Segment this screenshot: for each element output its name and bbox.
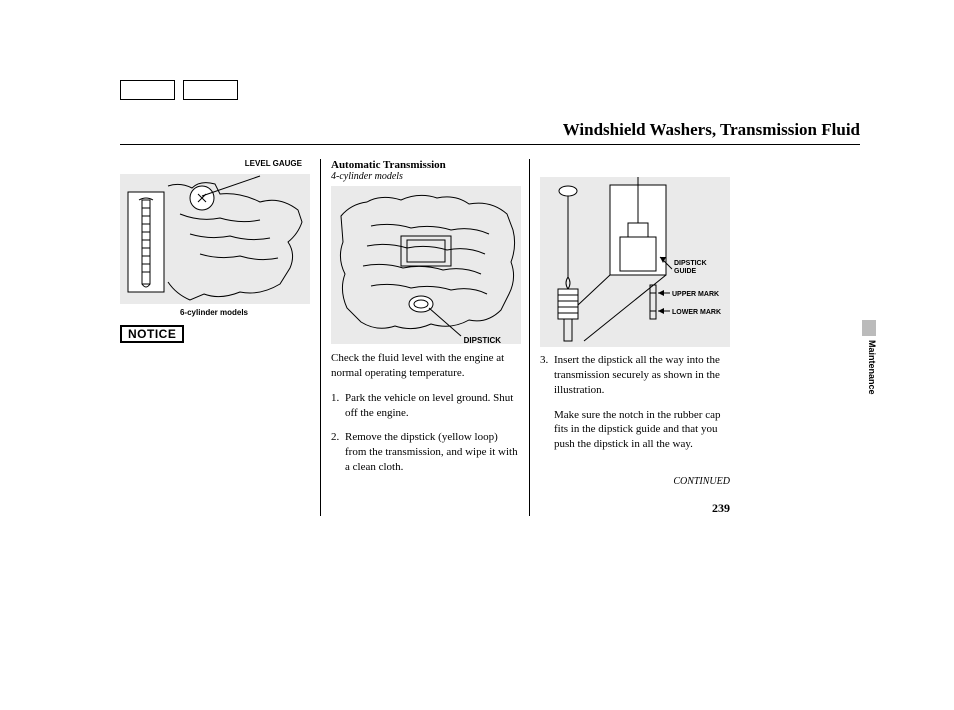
col2-steps: 1. Park the vehicle on level ground. Shu… — [331, 391, 519, 475]
section-tab — [862, 320, 876, 336]
column-2: Automatic Transmission 4-cylinder models… — [320, 159, 530, 516]
step-2: 2. Remove the dipstick (yellow loop) fro… — [331, 430, 519, 475]
nav-box-prev[interactable] — [120, 80, 175, 100]
step-1: 1. Park the vehicle on level ground. Shu… — [331, 391, 519, 421]
dipstick-label: DIPSTICK — [331, 336, 519, 345]
continued-label: CONTINUED — [540, 476, 730, 487]
col3-note: Make sure the notch in the rubber cap fi… — [540, 408, 730, 453]
figure-dipstick-guide: DIPSTICK GUIDE UPPER MARK LOWER MARK — [540, 177, 730, 347]
manual-page: Windshield Washers, Transmission Fluid L… — [120, 80, 860, 516]
step-3: 3. Insert the dipstick all the way into … — [540, 353, 730, 398]
svg-text:UPPER MARK: UPPER MARK — [672, 291, 719, 298]
nav-boxes — [120, 80, 860, 100]
column-3: DIPSTICK GUIDE UPPER MARK LOWER MARK 3. … — [530, 159, 730, 516]
auto-trans-head: Automatic Transmission — [331, 159, 519, 171]
nav-box-next[interactable] — [183, 80, 238, 100]
page-title: Windshield Washers, Transmission Fluid — [120, 120, 860, 145]
section-label: Maintenance — [867, 340, 877, 395]
dipstick-guide-label-svg: DIPSTICK — [674, 260, 707, 267]
column-1: LEVEL GAUGE — [120, 159, 320, 516]
level-gauge-label: LEVEL GAUGE — [120, 159, 308, 168]
svg-text:GUIDE: GUIDE — [674, 268, 697, 275]
auto-trans-sub: 4-cylinder models — [331, 171, 519, 182]
page-number: 239 — [540, 501, 730, 516]
notice-box: NOTICE — [120, 325, 184, 343]
columns: LEVEL GAUGE — [120, 159, 860, 516]
svg-text:LOWER MARK: LOWER MARK — [672, 309, 721, 316]
figure-level-gauge — [120, 174, 310, 304]
col2-intro: Check the fluid level with the engine at… — [331, 351, 519, 381]
figure-dipstick-engine — [331, 186, 521, 344]
fig1-caption: 6-cylinder models — [120, 308, 308, 317]
